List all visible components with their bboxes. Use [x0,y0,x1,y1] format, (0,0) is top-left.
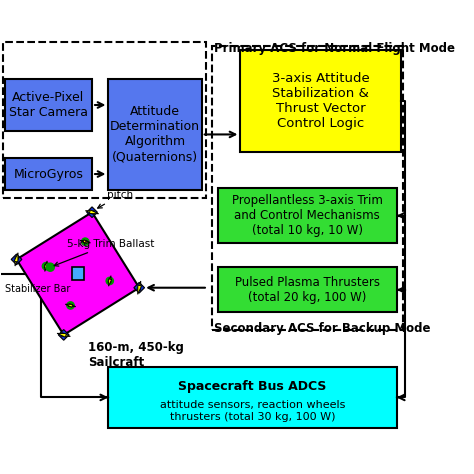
Text: 160-m, 450-kg
Sailcraft: 160-m, 450-kg Sailcraft [88,341,184,369]
Bar [5,79,92,131]
Bar [5,158,92,190]
Bar [109,79,202,190]
Text: Pulsed Plasma Thrusters
(total 20 kg, 100 W): Pulsed Plasma Thrusters (total 20 kg, 10… [235,276,380,304]
Circle shape [46,263,55,271]
Polygon shape [137,281,141,290]
Text: Primary ACS for Normal Flight Mode: Primary ACS for Normal Flight Mode [214,42,455,55]
Polygon shape [11,254,22,265]
Bar [240,50,401,152]
Polygon shape [87,207,97,218]
Text: Secondary ACS for Backup Mode: Secondary ACS for Backup Mode [214,322,430,335]
Polygon shape [90,210,99,214]
Polygon shape [134,283,145,293]
Bar [72,267,84,280]
Bar [218,188,397,243]
Circle shape [67,302,74,309]
Text: Spacecraft Bus ADCS: Spacecraft Bus ADCS [178,380,327,393]
Text: MicroGyros: MicroGyros [13,167,83,181]
Bar [218,267,397,312]
Polygon shape [58,329,69,340]
Polygon shape [68,304,76,307]
Text: Stabilizer Bar: Stabilizer Bar [5,284,70,294]
Polygon shape [83,240,91,243]
Text: 5-kg Trim Ballast: 5-kg Trim Ballast [54,239,154,266]
Polygon shape [15,257,19,266]
Polygon shape [80,240,87,244]
Polygon shape [44,261,47,268]
Text: Attitude
Determination
Algorithm
(Quaternions): Attitude Determination Algorithm (Quater… [110,105,200,164]
Bar [212,46,403,330]
Bar [3,42,206,199]
Polygon shape [108,276,111,283]
Polygon shape [45,264,48,272]
Polygon shape [14,253,18,262]
Text: 3-axis Attitude
Stabilization &
Thrust Vector
Control Logic: 3-axis Attitude Stabilization & Thrust V… [272,72,369,130]
Text: pitch: pitch [98,190,134,208]
Text: Active-Pixel
Star Camera: Active-Pixel Star Camera [9,91,88,119]
Text: Propellantless 3-axis Trim
and Control Mechanisms
(total 10 kg, 10 W): Propellantless 3-axis Trim and Control M… [232,194,383,237]
Text: attitude sensors, reaction wheels
thrusters (total 30 kg, 100 W): attitude sensors, reaction wheels thrust… [160,400,345,422]
Polygon shape [57,333,66,337]
Circle shape [82,238,89,246]
Bar [109,367,397,428]
Polygon shape [137,285,142,294]
Polygon shape [17,212,139,335]
Circle shape [106,277,113,284]
Polygon shape [61,333,70,337]
Polygon shape [65,304,73,307]
Polygon shape [85,210,95,215]
Polygon shape [109,279,111,286]
Circle shape [42,263,50,270]
